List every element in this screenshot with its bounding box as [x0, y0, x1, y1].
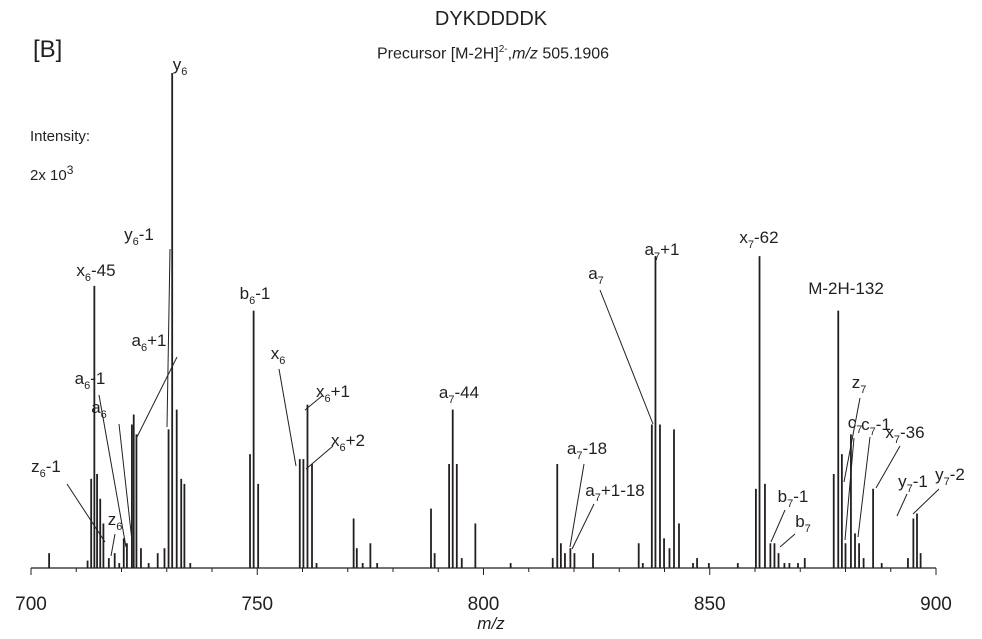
annotation-a6-1: a6-1: [75, 369, 106, 392]
annotation-c7: c7: [848, 413, 863, 436]
annotation-leader-z6-1: [66, 483, 106, 543]
x-tick-label-750: 750: [241, 594, 273, 615]
annotation-x6-2: x6+2: [331, 431, 365, 454]
intensity-label: Intensity:: [30, 128, 91, 145]
annotation-y7-1: y7-1: [898, 472, 928, 495]
annotation-leader-b7-1: [770, 509, 786, 543]
annotation-a7-18: a7-18: [567, 439, 607, 462]
annotation-b7-1: b7-1: [778, 487, 809, 510]
annotation-y6-1: y6-1: [124, 225, 154, 248]
annotation-x7-36: x7-36: [885, 423, 924, 446]
annotation-leader-y7-1: [896, 493, 908, 517]
annotation-leader-y7-2: [912, 488, 940, 515]
annotation-a7-1: a7+1: [645, 240, 680, 263]
chart-title: DYKDDDDK: [434, 8, 548, 30]
annotation-z6-1: z6-1: [31, 457, 61, 480]
x-axis: 700 750 800 850 900: [15, 567, 952, 615]
x-tick-label-700: 700: [15, 594, 47, 615]
annotation-x6-1: x6+1: [316, 382, 350, 405]
subtitle-prefix: Precursor [M-2H]: [376, 45, 499, 63]
annotation-leader-a7-1-18: [571, 503, 595, 550]
x-tick-label-900: 900: [920, 594, 952, 615]
annotation-leader-x7-36: [875, 445, 901, 489]
annotation-y6: y6: [173, 55, 188, 78]
annotation-leader-a7: [599, 289, 654, 425]
annotation-b7: b7: [795, 512, 811, 535]
annotation-leader-b7: [779, 533, 796, 548]
x-tick-label-850: 850: [694, 594, 726, 615]
annotation-c7-1: c7-1: [861, 415, 891, 438]
annotation-leader-a6-1: [98, 394, 127, 548]
annotation-leader-a7-18: [569, 463, 585, 548]
annotation-z7: z7: [852, 373, 867, 396]
subtitle-charge: 2-: [498, 44, 508, 55]
panel-label: [B]: [33, 36, 63, 63]
annotation-leaders: [66, 248, 940, 557]
annotation-leader-z7: [843, 397, 861, 483]
subtitle-separator: ,: [507, 45, 513, 63]
annotation-leader-a6-1: [136, 356, 178, 438]
annotation-m-2h-132: M-2H-132: [808, 279, 884, 298]
annotation-leader-x6: [278, 368, 297, 467]
annotation-leader-c7: [844, 437, 855, 541]
annotation-x6-45: x6-45: [76, 261, 115, 284]
subtitle-mz-value: 505.1906: [537, 45, 610, 63]
annotation-z6: z6: [108, 510, 123, 533]
annotation-leader-x6-1: [304, 395, 323, 411]
annotation-x6: x6: [271, 344, 286, 367]
annotation-x7-62: x7-62: [739, 228, 778, 251]
subtitle-mz-label: m/z: [512, 45, 538, 63]
intensity-scale-base: 2x 10: [30, 167, 67, 184]
annotation-a7: a7: [588, 264, 604, 287]
annotation-leader-z6: [110, 533, 116, 557]
annotation-b6-1: b6-1: [240, 284, 271, 307]
chart-subtitle: Precursor [M-2H]2-,m/z 505.1906: [0, 44, 982, 63]
x-axis-label: m/z: [477, 614, 505, 633]
intensity-scale: 2x 103: [30, 163, 73, 184]
annotation-leader-y6-1: [166, 248, 171, 428]
annotation-leader-c7-1: [857, 436, 871, 538]
x-tick-label-800: 800: [468, 594, 500, 615]
annotation-leader-x6-2: [305, 445, 334, 470]
annotation-a6-1: a6+1: [132, 331, 167, 354]
peaks-layer: [48, 73, 922, 568]
annotation-a7-44: a7-44: [439, 383, 479, 406]
annotation-leader-a6: [118, 423, 133, 542]
annotation-a7-1-18: a7+1-18: [585, 481, 645, 504]
intensity-scale-exponent: 3: [66, 163, 74, 177]
annotation-a6: a6: [91, 398, 107, 421]
annotation-y7-2: y7-2: [935, 465, 965, 488]
annotation-labels: y6 y6-1 x6-45 a6+1 a6-1 a6 z6-1 z6 b6-1 x6 x6+1 x6+…: [31, 55, 965, 535]
